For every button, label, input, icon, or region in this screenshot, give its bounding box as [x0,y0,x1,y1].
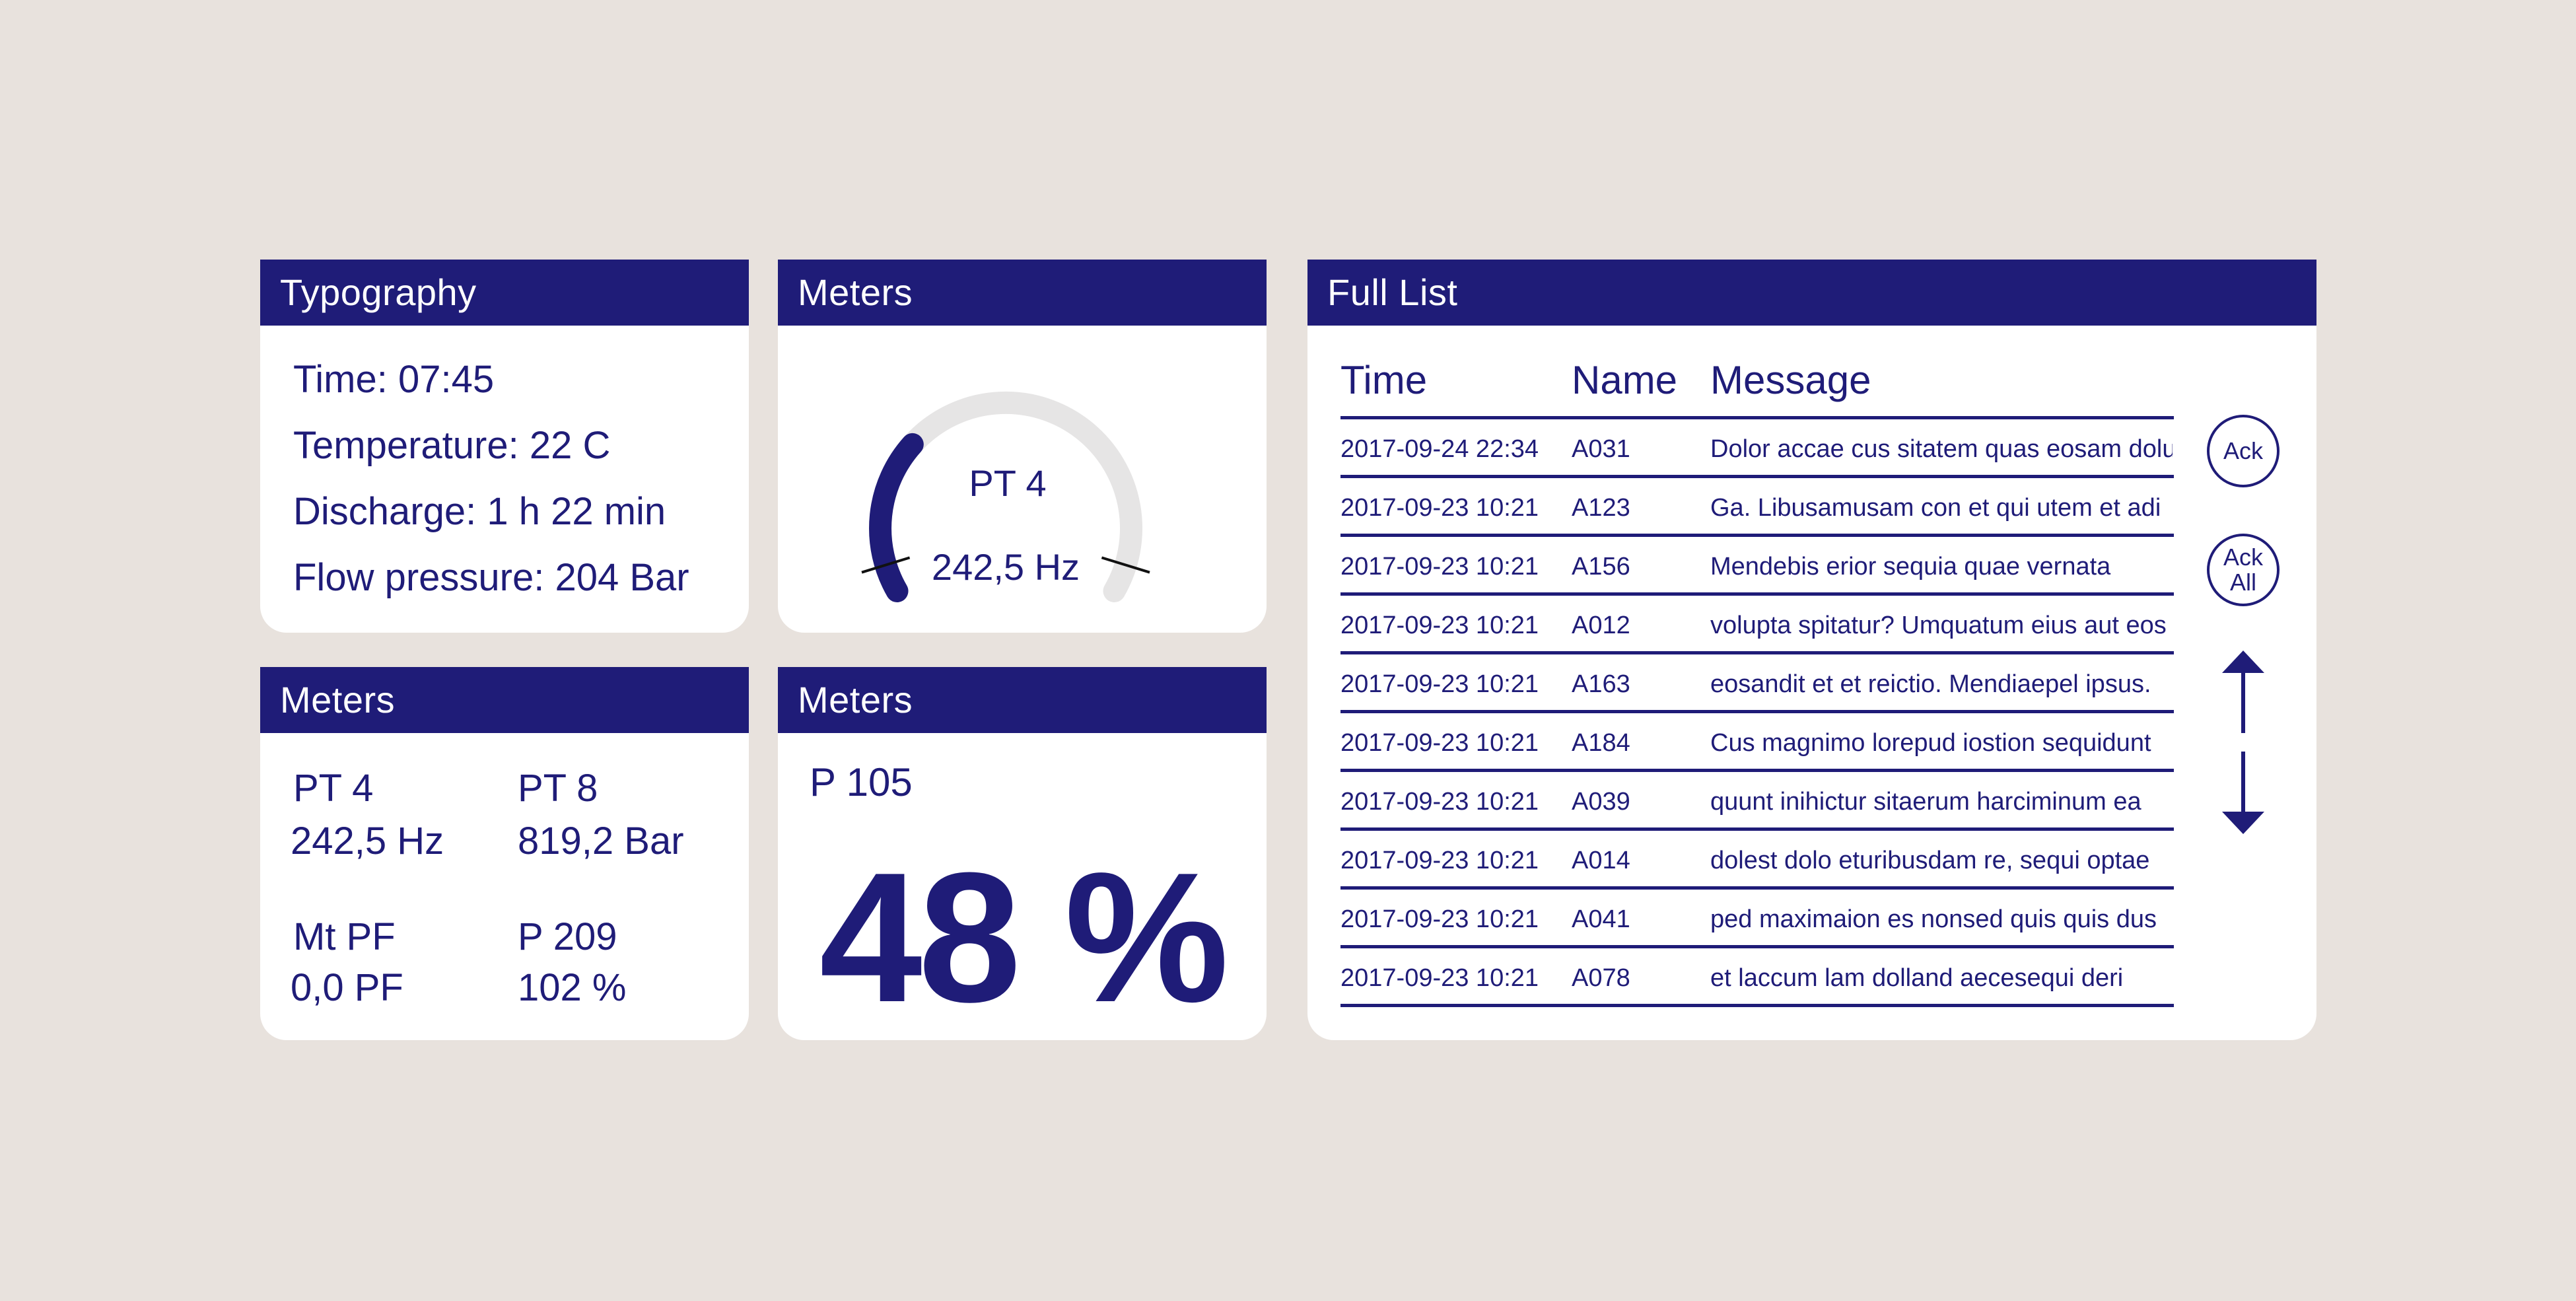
table-row[interactable]: 2017-09-23 10:21 A156 Mendebis erior sequi… [1340,534,2174,596]
meter-label-pt4: PT 4 [293,767,374,810]
gauge-fill [869,433,924,602]
flow-pressure-readout: Flow pressure: 204 Bar [293,556,689,599]
row-time: 2017-09-23 10:21 [1340,553,1539,580]
gauge-value: 242,5 Hz [932,546,1080,588]
row-message: et laccum lam dolland aecesequi deri [1710,964,2124,992]
gauge-meter: PT 4 242,5 Hz [861,391,1150,602]
gauge-label: PT 4 [969,462,1046,504]
ack-button-label: Ack [2223,437,2263,464]
percent-meter-panel: Meters P 105 48 % [778,667,1267,1040]
table-row[interactable]: 2017-09-24 22:34 A031 Dolor accae cus sita… [1340,416,2174,478]
table-row[interactable]: 2017-09-23 10:21 A184 Cus magnimo lorepud … [1340,710,2174,772]
time-readout: Time: 07:45 [293,358,495,401]
arrow-up-icon[interactable] [2217,650,2270,736]
discharge-readout: Discharge: 1 h 22 min [293,490,666,533]
row-name: A039 [1572,788,1630,816]
table-row[interactable]: 2017-09-23 10:21 A041 ped maximaion es non… [1340,886,2174,948]
row-name: A041 [1572,905,1630,933]
row-name: A156 [1572,553,1630,580]
meter-value-mtpf: 0,0 PF [291,966,403,1009]
row-name: A012 [1572,612,1630,639]
typography-panel: Typography Time: 07:45 Temperature: 22 C… [260,260,749,633]
row-time: 2017-09-23 10:21 [1340,964,1539,992]
gauge-meter-panel: Meters PT 4 242,5 Hz [778,260,1267,633]
row-message: volupta spitatur? Umquatum eius aut eos [1710,612,2167,639]
alarm-list-panel: Full List Time Name Message 2017-09-24 2… [1307,260,2316,1040]
row-name: A123 [1572,494,1630,522]
values-panel-title: Meters [260,667,749,733]
meter-value-pt4: 242,5 Hz [291,820,444,862]
percent-label: P 105 [810,760,913,804]
row-message: Ga. Libusamusam con et qui utem et adi [1710,494,2161,522]
ack-all-button[interactable]: Ack All [2207,534,2280,606]
meter-value-pt8: 819,2 Bar [518,820,684,862]
ack-all-line1: Ack [2223,544,2263,571]
row-name: A014 [1572,847,1630,874]
table-row[interactable]: 2017-09-23 10:21 A163 eosandit et et reict… [1340,651,2174,713]
row-message: quunt inihictur sitaerum harciminum ea [1710,788,2141,816]
table-row[interactable]: 2017-09-23 10:21 A014 dolest dolo eturibus… [1340,827,2174,890]
percent-value: 48 % [819,835,1229,1040]
percent-panel-title: Meters [778,667,1267,733]
row-name: A031 [1572,435,1630,463]
typography-panel-title: Typography [260,260,749,326]
table-row[interactable]: 2017-09-23 10:21 A039 quunt inihictur sita… [1340,769,2174,831]
row-time: 2017-09-23 10:21 [1340,905,1539,933]
gauge-panel-title: Meters [778,260,1267,326]
table-row[interactable]: 2017-09-23 10:21 A123 Ga. Libusamusam con … [1340,475,2174,537]
gauge-tick-left [861,556,911,574]
row-time: 2017-09-23 10:21 [1340,729,1539,757]
meter-label-p209: P 209 [518,915,617,958]
row-name: A163 [1572,670,1630,698]
row-time: 2017-09-24 22:34 [1340,435,1539,463]
table-bottom-rule [1340,1004,2174,1007]
column-header-message: Message [1710,358,1871,402]
row-message: dolest dolo eturibusdam re, sequi optae [1710,847,2150,874]
meter-label-mtpf: Mt PF [293,915,396,958]
row-name: A078 [1572,964,1630,992]
row-time: 2017-09-23 10:21 [1340,670,1539,698]
row-name: A184 [1572,729,1630,757]
row-message: Cus magnimo lorepud iostion sequidunt [1710,729,2151,757]
table-row[interactable]: 2017-09-23 10:21 A012 volupta spitatur? Um… [1340,592,2174,654]
row-time: 2017-09-23 10:21 [1340,788,1539,816]
meter-label-pt8: PT 8 [518,767,598,810]
row-message: eosandit et et reictio. Mendiaepel ipsus… [1710,670,2151,698]
row-message: ped maximaion es nonsed quis quis dus [1710,905,2157,933]
arrow-down-icon[interactable] [2217,748,2270,834]
row-time: 2017-09-23 10:21 [1340,494,1539,522]
ack-button[interactable]: Ack [2207,415,2280,487]
gauge-tick-right [1101,556,1150,574]
meter-values-panel: Meters PT 4 242,5 Hz PT 8 819,2 Bar Mt P… [260,667,749,1040]
column-header-name: Name [1572,358,1678,402]
row-message: Mendebis erior sequia quae vernata [1710,553,2111,580]
row-time: 2017-09-23 10:21 [1340,847,1539,874]
temperature-readout: Temperature: 22 C [293,424,611,467]
meter-value-p209: 102 % [518,966,627,1009]
row-time: 2017-09-23 10:21 [1340,612,1539,639]
ack-all-line2: All [2229,569,2256,596]
column-header-time: Time [1340,358,1428,402]
row-message: Dolor accae cus sitatem quas eosam dolu [1710,435,2173,463]
list-panel-title: Full List [1307,260,2316,326]
table-row[interactable]: 2017-09-23 10:21 A078 et laccum lam dollan… [1340,945,2174,1007]
